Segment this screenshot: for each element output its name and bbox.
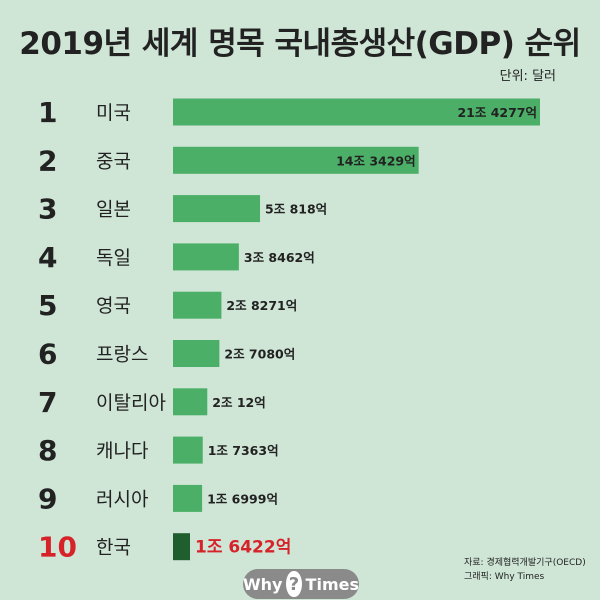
rank-number: 3 [38,193,57,226]
country-label: 미국 [96,102,131,124]
country-label: 중국 [96,150,131,172]
gdp-bar [173,436,203,464]
rank-number: 7 [38,386,57,419]
rank-number: 1 [38,96,57,129]
country-label: 한국 [96,537,131,559]
gdp-bar [173,146,419,174]
country-label: 영국 [96,295,131,317]
rank-number: 9 [38,482,57,515]
rank-number: 2 [38,144,57,177]
source-note: 자료: 경제협력개발기구(OECD) 그래픽: Why Times [464,556,586,584]
value-label: 1조 6422억 [195,538,291,558]
gdp-bar [173,340,220,367]
value-label: 2조 7080억 [224,347,295,362]
logo-why: Why [243,574,283,594]
question-mark-icon: ? [286,571,302,597]
why-times-logo: Why ? Times [243,569,359,599]
country-label: 이탈리아 [96,392,166,414]
country-label: 일본 [96,199,131,221]
gdp-bar [173,195,261,223]
gdp-bar [173,484,203,512]
value-label: 2조 8271억 [226,298,297,313]
unit-label: 단위: 달러 [499,69,556,84]
value-label: 5조 818억 [265,202,327,217]
country-label: 캐나다 [96,440,148,462]
value-label: 21조 4277억 [457,105,537,120]
gdp-bar [173,98,540,126]
gdp-bar [173,243,239,271]
value-label: 14조 3429억 [336,153,416,168]
value-label: 2조 12억 [212,395,265,410]
source-line: 자료: 경제협력개발기구(OECD) [464,558,586,568]
graphic-line: 그래픽: Why Times [464,572,545,582]
country-label: 러시아 [96,488,148,510]
value-label: 3조 8462억 [244,250,315,265]
logo-times: Times [305,574,359,594]
rank-number: 5 [38,289,57,322]
rank-number: 4 [38,241,57,274]
value-label: 1조 7363억 [208,443,279,458]
value-label: 1조 6999억 [207,491,278,506]
chart-title: 2019년 세계 명목 국내총생산(GDP) 순위 [19,26,581,62]
gdp-bar [173,291,222,319]
rank-number: 6 [38,338,57,371]
gdp-bar [173,388,208,416]
rank-number: 10 [38,531,77,564]
country-label: 프랑스 [96,344,148,366]
gdp-bar [173,533,190,561]
rank-number: 8 [38,434,57,467]
country-label: 독일 [96,247,131,269]
